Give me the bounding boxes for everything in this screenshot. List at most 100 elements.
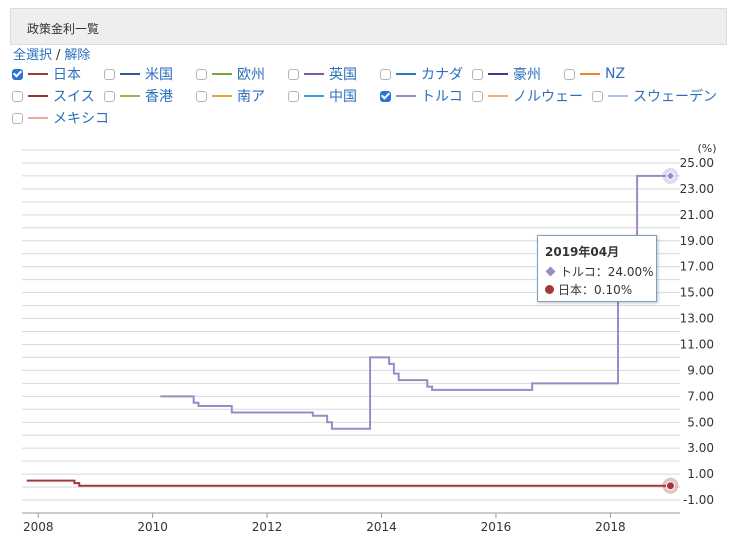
series-checkbox[interactable] (12, 112, 23, 124)
series-color-swatch (28, 73, 48, 75)
series-checkbox[interactable] (380, 68, 391, 80)
series-color-swatch (396, 95, 416, 97)
series-checkbox[interactable] (380, 90, 391, 102)
y-axis-unit: (%) (697, 142, 716, 155)
series-label: トルコ (421, 89, 463, 105)
legend-row: スイス 香港 南ア 中国 トルコ ノルウェー スウェーデン (12, 85, 732, 107)
x-tick-label: 2016 (481, 520, 512, 534)
x-tick-label: 2010 (137, 520, 168, 534)
legend-item[interactable]: NZ (564, 63, 625, 85)
series-color-swatch (212, 73, 232, 75)
series-checkbox[interactable] (288, 90, 299, 102)
series-checkbox[interactable] (472, 90, 483, 102)
series-color-swatch (488, 95, 508, 97)
y-tick-label: 19.00 (680, 234, 714, 248)
series-label: 南ア (237, 89, 265, 105)
series-line (26, 479, 671, 487)
y-tick-label: 13.00 (680, 312, 714, 326)
legend-row: メキシコ (12, 107, 732, 129)
y-tick-label: 9.00 (687, 363, 714, 377)
y-tick-label: 7.00 (687, 389, 714, 403)
series-color-swatch (396, 73, 416, 75)
series-color-swatch (28, 117, 48, 119)
y-tick-label: 25.00 (680, 156, 714, 170)
legend-item[interactable]: ノルウェー (472, 85, 583, 107)
series-label: 米国 (145, 67, 173, 83)
y-tick-label: 23.00 (680, 182, 714, 196)
selection-separator: / (56, 48, 61, 63)
series-label: 英国 (329, 67, 357, 83)
series-color-swatch (608, 95, 628, 97)
series-line (160, 174, 671, 430)
series-checkbox[interactable] (104, 90, 115, 102)
y-tick-label: 5.00 (687, 415, 714, 429)
legend-item[interactable]: メキシコ (12, 107, 109, 129)
selection-controls: 全選択 / 解除 (13, 44, 90, 63)
series-label: スウェーデン (633, 89, 717, 105)
legend-item[interactable]: トルコ (380, 85, 463, 107)
series-checkbox[interactable] (196, 90, 207, 102)
tooltip-turkey-value: トルコ：24.00% (560, 265, 654, 279)
legend-item[interactable]: 南ア (196, 85, 265, 107)
data-point-marker (665, 170, 676, 181)
series-label: カナダ (421, 67, 463, 83)
series-label: NZ (605, 66, 626, 82)
series-color-swatch (212, 95, 232, 97)
series-checkbox[interactable] (104, 68, 115, 80)
x-tick-label: 2012 (252, 520, 283, 534)
select-all-link[interactable]: 全選択 (13, 48, 53, 63)
panel-header: 政策金利一覧 (10, 8, 727, 45)
tooltip-row-japan: 日本：0.10% (545, 281, 632, 298)
y-tick-label: 17.00 (680, 260, 714, 274)
series-label: 日本 (53, 67, 81, 83)
series-label: 香港 (145, 89, 173, 105)
legend-item[interactable]: 英国 (288, 63, 357, 85)
series-legend: 日本 米国 欧州 英国 カナダ 豪州 NZ スイス 香港 南ア 中国 トルコ ノルウェー スウェーデンメキ… (12, 63, 732, 129)
series-color-swatch (28, 95, 48, 97)
x-tick-label: 2014 (366, 520, 397, 534)
series-label: 中国 (329, 89, 357, 105)
series-label: 欧州 (237, 67, 265, 83)
circle-marker-icon (545, 285, 554, 294)
series-checkbox[interactable] (12, 90, 23, 102)
legend-item[interactable]: 香港 (104, 85, 173, 107)
series-color-swatch (120, 95, 140, 97)
data-point-marker (665, 481, 675, 491)
series-checkbox[interactable] (288, 68, 299, 80)
tooltip-title: 2019年04月 (545, 245, 620, 259)
y-tick-label: 11.00 (680, 337, 714, 351)
y-tick-label: 1.00 (687, 467, 714, 481)
series-label: ノルウェー (513, 89, 583, 105)
series-checkbox[interactable] (472, 68, 483, 80)
legend-item[interactable]: スウェーデン (592, 85, 717, 107)
y-tick-label: -1.00 (683, 493, 714, 507)
y-tick-label: 15.00 (680, 286, 714, 300)
series-checkbox[interactable] (196, 68, 207, 80)
legend-item[interactable]: 米国 (104, 63, 173, 85)
series-color-swatch (580, 73, 600, 75)
legend-item[interactable]: 中国 (288, 85, 357, 107)
legend-item[interactable]: スイス (12, 85, 95, 107)
deselect-all-link[interactable]: 解除 (64, 48, 91, 63)
y-tick-label: 3.00 (687, 441, 714, 455)
legend-item[interactable]: カナダ (380, 63, 463, 85)
series-checkbox[interactable] (592, 90, 603, 102)
series-color-swatch (304, 73, 324, 75)
y-tick-label: 21.00 (680, 208, 714, 222)
legend-item[interactable]: 日本 (12, 63, 81, 85)
diamond-marker-icon (545, 266, 556, 277)
series-color-swatch (120, 73, 140, 75)
x-tick-label: 2008 (23, 520, 54, 534)
series-color-swatch (304, 95, 324, 97)
tooltip-row-turkey: トルコ：24.00% (545, 263, 654, 280)
legend-row: 日本 米国 欧州 英国 カナダ 豪州 NZ (12, 63, 732, 85)
chart-tooltip: 2019年04月 トルコ：24.00% 日本：0.10% (537, 235, 657, 302)
panel-title: 政策金利一覧 (27, 22, 100, 36)
x-tick-label: 2018 (595, 520, 626, 534)
tooltip-japan-value: 日本：0.10% (558, 283, 633, 297)
series-checkbox[interactable] (12, 68, 23, 80)
series-color-swatch (488, 73, 508, 75)
legend-item[interactable]: 豪州 (472, 63, 541, 85)
series-checkbox[interactable] (564, 68, 575, 80)
legend-item[interactable]: 欧州 (196, 63, 265, 85)
